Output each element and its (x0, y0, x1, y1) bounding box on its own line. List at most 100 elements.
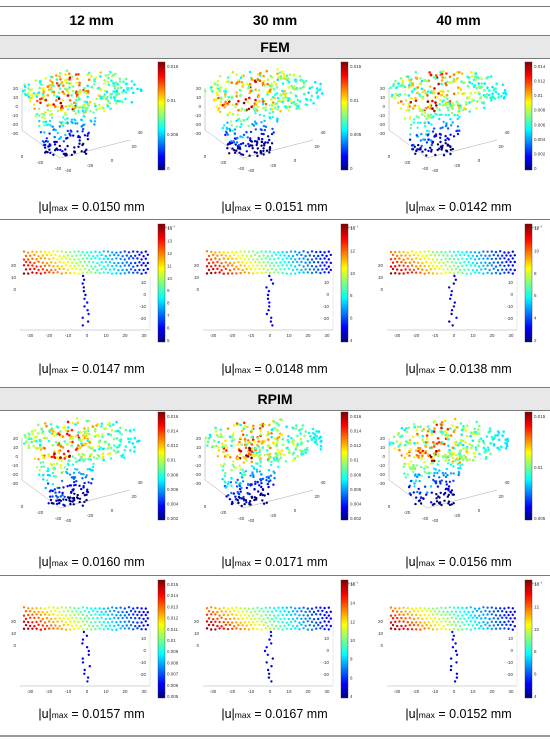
data-point (461, 271, 464, 275)
colorbar-tick-label: 0.01 (350, 98, 359, 103)
data-point (123, 614, 127, 617)
data-point (247, 258, 251, 261)
depth-axis-tick-label: 10 (141, 636, 147, 641)
data-point (254, 482, 257, 486)
colorbar-tick-label: 10 (350, 271, 356, 276)
data-point (136, 627, 139, 630)
data-point (46, 467, 50, 470)
y-axis-tick-label: 0 (196, 287, 199, 292)
data-point (466, 458, 469, 461)
data-point (127, 606, 131, 609)
data-point (58, 501, 61, 505)
colorbar (157, 579, 166, 699)
x-axis-tick-label: 0 (478, 508, 481, 513)
data-point (467, 610, 470, 614)
data-point (244, 446, 248, 449)
data-point (465, 258, 468, 261)
colorbar-tick-label: 12 (534, 226, 540, 231)
data-point (308, 254, 311, 257)
data-point (277, 458, 280, 461)
data-point (411, 468, 414, 471)
data-point (77, 258, 80, 261)
data-point (222, 257, 225, 260)
data-point (418, 107, 421, 110)
data-point (56, 250, 59, 253)
data-point (80, 125, 83, 128)
data-point (230, 476, 233, 480)
data-point (413, 118, 416, 121)
data-point (321, 609, 324, 613)
data-point (87, 312, 90, 316)
colorbar-exponent: x 10⁻³ (348, 226, 359, 230)
data-point (44, 150, 48, 153)
y-axis-tick-label: 0 (380, 287, 383, 292)
data-point (73, 258, 76, 261)
x-axis-tick-label: -40 (65, 168, 72, 173)
data-point (277, 251, 280, 254)
data-point (65, 69, 69, 72)
data-point (255, 151, 258, 154)
data-point (438, 476, 441, 479)
data-point (85, 474, 88, 477)
data-point (65, 81, 68, 85)
data-point (279, 453, 283, 456)
data-point (28, 435, 31, 439)
data-point (304, 610, 307, 614)
data-point (452, 479, 455, 482)
data-point (413, 145, 416, 148)
x-axis-tick-label: 0 (86, 689, 89, 694)
data-point (74, 119, 77, 122)
data-point (460, 72, 464, 75)
z-axis-tick-label: 20 (196, 436, 202, 441)
colorbar-tick-label: 0 (167, 166, 170, 171)
data-point (409, 133, 412, 136)
x-axis-tick-label: -30 (27, 333, 34, 338)
data-point (509, 268, 512, 271)
x-axis-tick-label: -40 (432, 518, 439, 523)
data-point (260, 258, 263, 261)
data-point (282, 92, 285, 95)
data-point (106, 607, 110, 610)
data-point (106, 452, 110, 456)
x-axis-tick-label: 10 (470, 333, 476, 338)
data-point (223, 95, 227, 98)
data-point (445, 122, 448, 125)
data-point (61, 470, 64, 474)
data-point (83, 623, 87, 626)
data-point (431, 607, 435, 610)
data-point (461, 264, 464, 268)
data-point (432, 459, 436, 463)
data-point (417, 610, 420, 613)
data-point (234, 495, 237, 498)
data-point (71, 261, 74, 264)
data-point (227, 95, 230, 99)
data-point (239, 490, 242, 493)
data-point (310, 250, 314, 253)
data-point (90, 251, 93, 254)
data-point (396, 260, 399, 264)
data-point (477, 432, 481, 435)
data-point (230, 484, 233, 487)
data-point (127, 271, 131, 274)
data-point (51, 483, 55, 486)
data-point (244, 470, 247, 473)
data-point (452, 451, 455, 455)
z-axis-tick-label: 0 (382, 454, 385, 459)
data-point (298, 607, 301, 610)
data-point (456, 444, 460, 447)
data-point (241, 624, 244, 627)
data-point (389, 627, 393, 630)
data-point (83, 481, 86, 485)
data-point (406, 613, 409, 616)
displacement-3d-plot: 0.0150.010.00520100-10-20-30-40-200-40-2… (378, 411, 546, 523)
data-point (482, 442, 486, 445)
data-point (469, 620, 472, 623)
data-point (290, 436, 293, 440)
depth-axis-tick-label: -10 (506, 660, 513, 665)
data-point (256, 147, 259, 150)
data-point (398, 628, 401, 631)
data-point (402, 103, 405, 106)
data-point (391, 441, 395, 445)
data-point (407, 108, 411, 112)
data-point (250, 450, 253, 453)
